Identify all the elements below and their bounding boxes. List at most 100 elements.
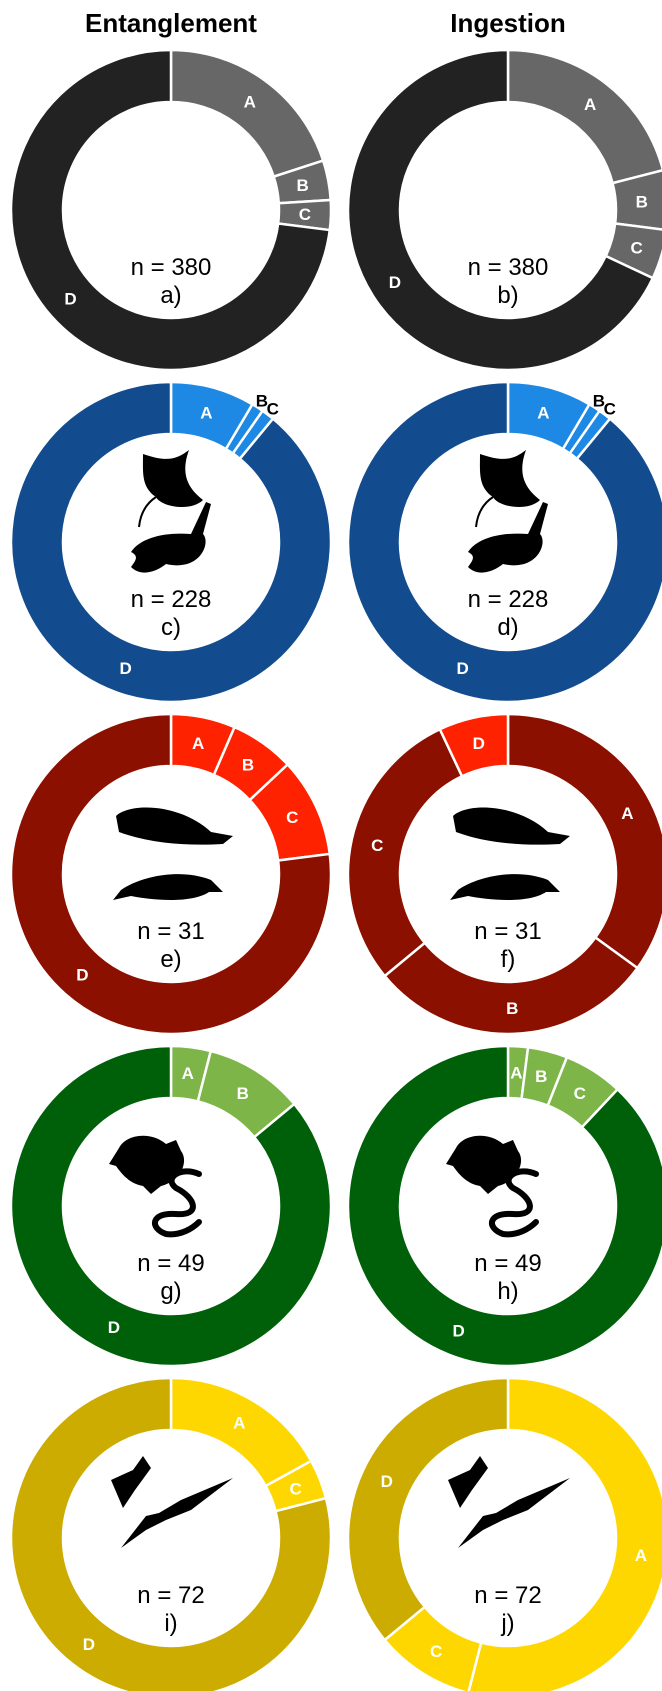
panel-label-c: c): [161, 614, 181, 641]
sample-size-label-b: n = 380: [468, 254, 549, 281]
donut-chart-f: A B C Dn = 31f): [346, 712, 662, 1036]
slice-label-e-b: B: [242, 755, 254, 774]
sample-size-label-h: n = 49: [474, 1250, 541, 1277]
donut-chart-i: A C Dn = 72i): [9, 1376, 333, 1691]
fish-silhouette-icon: [131, 450, 211, 573]
slice-label-b-b: B: [636, 193, 648, 212]
donut-slice-f-c: [346, 727, 464, 978]
manta-ray-icon: [479, 450, 540, 508]
dolphin-icon: [113, 874, 223, 900]
slice-label-f-b: B: [506, 999, 518, 1018]
donut-slice-a-d: [9, 48, 332, 372]
donut-slice-j-d: [346, 1376, 510, 1642]
reptiles-silhouette-icon: [109, 1135, 202, 1238]
mammals-silhouette-icon: [113, 807, 233, 900]
slice-label-i-d: D: [83, 1635, 95, 1654]
donut-slice-g-d: [9, 1044, 333, 1368]
birds-silhouette-icon: [448, 1456, 570, 1548]
donut-slice-a-a: [169, 48, 325, 179]
manta-tail-icon: [475, 496, 494, 528]
panel-label-b: b): [497, 282, 518, 309]
frigatebird-icon: [458, 1478, 570, 1548]
slice-label-g-d: D: [108, 1318, 120, 1337]
slice-label-f-d: D: [473, 734, 485, 753]
panel-label-e: e): [160, 946, 181, 973]
sample-size-label-e: n = 31: [137, 918, 204, 945]
sample-size-label-d: n = 228: [468, 586, 549, 613]
donut-slice-f-b: [382, 935, 640, 1036]
panel-label-j: j): [500, 1610, 514, 1637]
albatross-icon: [111, 1456, 151, 1508]
donut-slice-h-d: [346, 1044, 662, 1368]
panel-label-f: f): [501, 946, 516, 973]
slice-label-j-d: D: [381, 1472, 393, 1491]
slice-label-g-a: A: [182, 1064, 194, 1083]
slice-label-e-d: D: [76, 966, 88, 985]
slice-label-e-c: C: [286, 808, 298, 827]
slice-label-c-a: A: [200, 404, 212, 423]
hammerhead-shark-icon: [468, 502, 548, 573]
slice-label-f-c: C: [371, 836, 383, 855]
slice-label-h-c: C: [574, 1084, 586, 1103]
panel-label-g: g): [160, 1278, 181, 1305]
donut-slice-f-d: [438, 712, 510, 778]
slice-label-a-c: C: [299, 205, 311, 224]
slice-label-d-d: D: [456, 659, 468, 678]
panel-label-d: d): [497, 614, 518, 641]
donut-chart-e: A B C Dn = 31e): [9, 712, 333, 1036]
slice-label-e-a: A: [192, 734, 204, 753]
slice-label-f-a: A: [621, 804, 633, 823]
slice-label-j-a: A: [635, 1546, 647, 1565]
slice-label-c-c: C: [267, 399, 279, 418]
slice-label-b-c: C: [631, 238, 643, 257]
sperm-whale-icon: [116, 807, 233, 845]
sample-size-label-f: n = 31: [474, 918, 541, 945]
slice-label-i-a: A: [233, 1414, 245, 1433]
sea-turtle-icon: [109, 1135, 185, 1194]
slice-label-h-d: D: [453, 1322, 465, 1341]
slice-label-g-b: B: [237, 1084, 249, 1103]
slice-label-b-a: A: [584, 95, 596, 114]
hammerhead-shark-icon: [131, 502, 211, 573]
slice-label-c-d: D: [119, 659, 131, 678]
sea-turtle-icon: [446, 1135, 522, 1194]
slice-label-c-b: B: [256, 392, 268, 411]
fish-silhouette-icon: [468, 450, 548, 573]
slice-label-i-c: C: [289, 1480, 301, 1499]
dolphin-icon: [450, 874, 560, 900]
column-title-entanglement: Entanglement: [85, 8, 257, 38]
sample-size-label-a: n = 380: [131, 254, 212, 281]
sea-snake-icon: [489, 1168, 539, 1238]
donut-slice-d-d: [346, 380, 662, 704]
albatross-icon: [448, 1456, 488, 1508]
slice-label-d-a: A: [537, 404, 549, 423]
sample-size-label-g: n = 49: [137, 1250, 204, 1277]
reptiles-silhouette-icon: [446, 1135, 539, 1238]
panel-label-h: h): [497, 1278, 518, 1305]
slice-label-a-b: B: [296, 176, 308, 195]
slice-label-d-b: B: [593, 392, 605, 411]
slice-label-h-b: B: [535, 1067, 547, 1086]
manta-ray-icon: [142, 450, 203, 508]
slice-label-j-c: C: [430, 1642, 442, 1661]
donut-slice-b-d: [346, 48, 655, 372]
column-title-ingestion: Ingestion: [450, 8, 566, 38]
sample-size-label-c: n = 228: [131, 586, 212, 613]
sea-snake-icon: [152, 1168, 202, 1238]
donut-slice-i-d: [9, 1376, 333, 1691]
slice-label-h-a: A: [510, 1063, 522, 1082]
manta-tail-icon: [138, 496, 157, 528]
sample-size-label-j: n = 72: [474, 1582, 541, 1609]
donut-slice-c-d: [9, 380, 333, 704]
slice-label-a-a: A: [244, 93, 256, 112]
panel-label-i: i): [164, 1610, 177, 1637]
donut-chart-g: A B Dn = 49g): [9, 1044, 333, 1368]
sperm-whale-icon: [453, 807, 570, 845]
donut-chart-h: A B C Dn = 49h): [346, 1044, 662, 1368]
donut-slice-e-d: [9, 712, 333, 1036]
sample-size-label-i: n = 72: [137, 1582, 204, 1609]
